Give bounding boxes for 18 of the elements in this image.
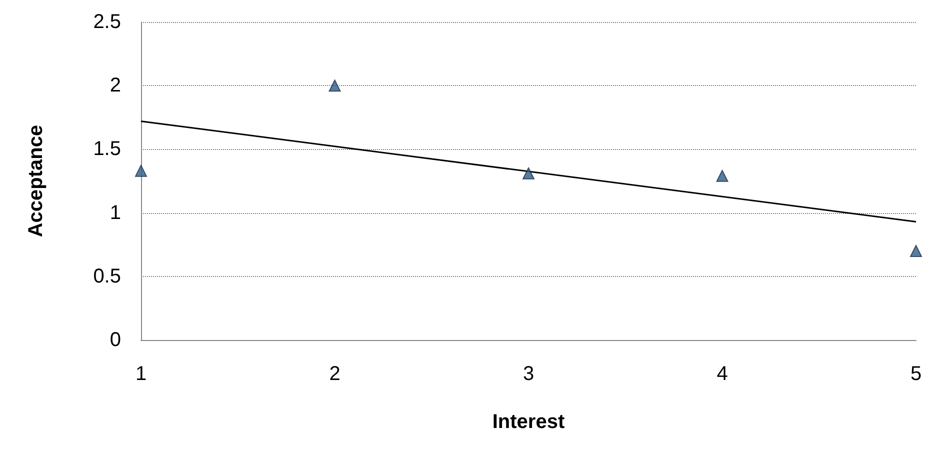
y-tick-label: 1 — [110, 202, 121, 224]
y-tick-label: 2.5 — [93, 11, 121, 33]
y-tick-label: 0.5 — [93, 265, 121, 288]
point — [328, 80, 341, 92]
point — [716, 170, 728, 182]
x-tick-label: 1 — [135, 363, 147, 385]
point — [522, 167, 534, 180]
x-tick-label: 3 — [522, 363, 534, 385]
x-axis-title: Interest — [492, 411, 565, 433]
x-tick-label: 2 — [329, 363, 340, 385]
x-tick-label: 5 — [910, 363, 922, 385]
x-tick-label: 4 — [716, 363, 728, 385]
y-tick-label: 0 — [110, 329, 121, 351]
y-axis-title: Acceptance — [25, 124, 47, 238]
y-tick-label: 2 — [110, 74, 121, 97]
point — [910, 244, 922, 257]
point — [135, 164, 147, 177]
y-tick-label: 1.5 — [93, 138, 121, 160]
